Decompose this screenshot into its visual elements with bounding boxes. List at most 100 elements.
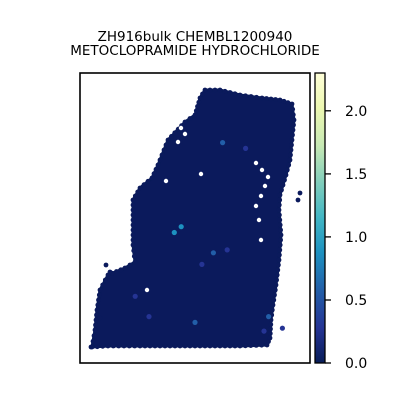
tissue-gap bbox=[258, 237, 264, 243]
edge-spot bbox=[283, 172, 289, 178]
edge-spot bbox=[102, 277, 108, 283]
tissue-gap bbox=[253, 203, 259, 209]
edge-spot bbox=[97, 287, 103, 293]
edge-spot bbox=[271, 297, 277, 303]
edge-spot bbox=[130, 237, 136, 243]
edge-spot bbox=[100, 343, 106, 349]
edge-spot bbox=[195, 104, 200, 109]
outlier-spot bbox=[295, 197, 301, 203]
edge-spot bbox=[232, 91, 238, 97]
edge-spot bbox=[275, 267, 281, 273]
outlier-spot bbox=[88, 344, 94, 350]
edge-spot bbox=[243, 93, 248, 99]
highlighted-spot bbox=[199, 261, 205, 267]
edge-spot bbox=[277, 222, 283, 228]
highlighted-spots bbox=[132, 140, 285, 334]
edge-spot bbox=[289, 137, 295, 143]
edge-spot bbox=[130, 212, 136, 218]
edge-spot bbox=[137, 343, 143, 349]
tissue-spots bbox=[88, 87, 303, 350]
edge-spot bbox=[237, 92, 243, 98]
edge-spot bbox=[155, 162, 161, 168]
edge-spot bbox=[169, 134, 174, 139]
edge-spot bbox=[287, 157, 293, 163]
edge-spot bbox=[290, 127, 296, 133]
edge-spot bbox=[290, 106, 296, 112]
edge-spot bbox=[130, 222, 136, 228]
edge-spot bbox=[267, 331, 273, 336]
edge-spot bbox=[227, 90, 233, 95]
edge-spot bbox=[135, 189, 141, 195]
edge-spot bbox=[94, 312, 99, 318]
edge-spot bbox=[289, 101, 295, 107]
edge-spot bbox=[200, 91, 205, 97]
edge-spot bbox=[277, 247, 283, 253]
edge-spot bbox=[93, 322, 98, 328]
edge-spot bbox=[243, 343, 248, 349]
edge-spot bbox=[196, 99, 202, 105]
edge-spot bbox=[286, 162, 292, 168]
edge-spot bbox=[159, 152, 165, 158]
edge-spot bbox=[278, 232, 284, 238]
edge-spot bbox=[277, 97, 283, 103]
edge-spot bbox=[197, 95, 203, 101]
edge-spot bbox=[130, 217, 136, 223]
edge-spot bbox=[100, 282, 106, 288]
edge-spot bbox=[270, 302, 276, 308]
edge-spot bbox=[282, 177, 287, 183]
edge-spot bbox=[278, 237, 283, 243]
edge-spot bbox=[149, 175, 155, 181]
edge-spot bbox=[273, 282, 279, 288]
outlier-spot bbox=[103, 262, 109, 268]
edge-spot bbox=[172, 343, 178, 349]
edge-spot bbox=[137, 185, 143, 191]
edge-spot bbox=[276, 202, 282, 208]
edge-spot bbox=[152, 343, 158, 349]
edge-spot bbox=[94, 307, 100, 313]
edge-spot bbox=[264, 342, 270, 348]
edge-spot bbox=[187, 116, 193, 121]
edge-spot bbox=[95, 302, 101, 308]
edge-spot bbox=[202, 87, 208, 93]
edge-spot bbox=[93, 317, 99, 323]
edge-spot bbox=[130, 197, 136, 203]
highlighted-spot bbox=[171, 229, 177, 236]
tissue-gap bbox=[265, 174, 271, 180]
colorbar-gradient bbox=[315, 73, 325, 363]
colorbar-ticks: 0.0 0.5 1.0 1.5 2.0 bbox=[325, 104, 367, 372]
highlighted-spot bbox=[132, 293, 138, 299]
edge-spot bbox=[193, 108, 199, 114]
edge-spot bbox=[277, 217, 283, 223]
edge-spot bbox=[280, 182, 286, 188]
edge-spot bbox=[167, 343, 173, 349]
edge-spot bbox=[248, 94, 254, 99]
edge-spot bbox=[162, 343, 168, 349]
edge-spot bbox=[130, 242, 136, 248]
outlier-spot bbox=[97, 315, 103, 321]
edge-spot bbox=[110, 343, 116, 349]
tissue-gap bbox=[182, 131, 188, 137]
edge-spot bbox=[130, 207, 136, 213]
edge-spot bbox=[273, 97, 278, 102]
edge-spot bbox=[276, 257, 282, 263]
edge-spot bbox=[127, 262, 133, 268]
edge-spot bbox=[291, 117, 297, 123]
colorbar-frame bbox=[314, 72, 326, 364]
highlighted-spot bbox=[266, 314, 272, 320]
edge-spot bbox=[132, 343, 138, 349]
edge-spot bbox=[92, 327, 98, 333]
tissue-gap bbox=[163, 178, 169, 184]
edge-spot bbox=[227, 343, 233, 349]
edge-spot bbox=[141, 182, 147, 188]
tissue-gap bbox=[259, 167, 265, 173]
edge-spot bbox=[114, 269, 119, 274]
highlighted-spot bbox=[261, 328, 267, 334]
edge-spot bbox=[118, 267, 124, 273]
edge-spot bbox=[161, 147, 167, 153]
edge-spot bbox=[192, 112, 198, 118]
edge-spot bbox=[291, 122, 296, 128]
edge-spot bbox=[277, 252, 282, 258]
edge-spot bbox=[222, 88, 228, 94]
edge-spot bbox=[131, 248, 137, 254]
